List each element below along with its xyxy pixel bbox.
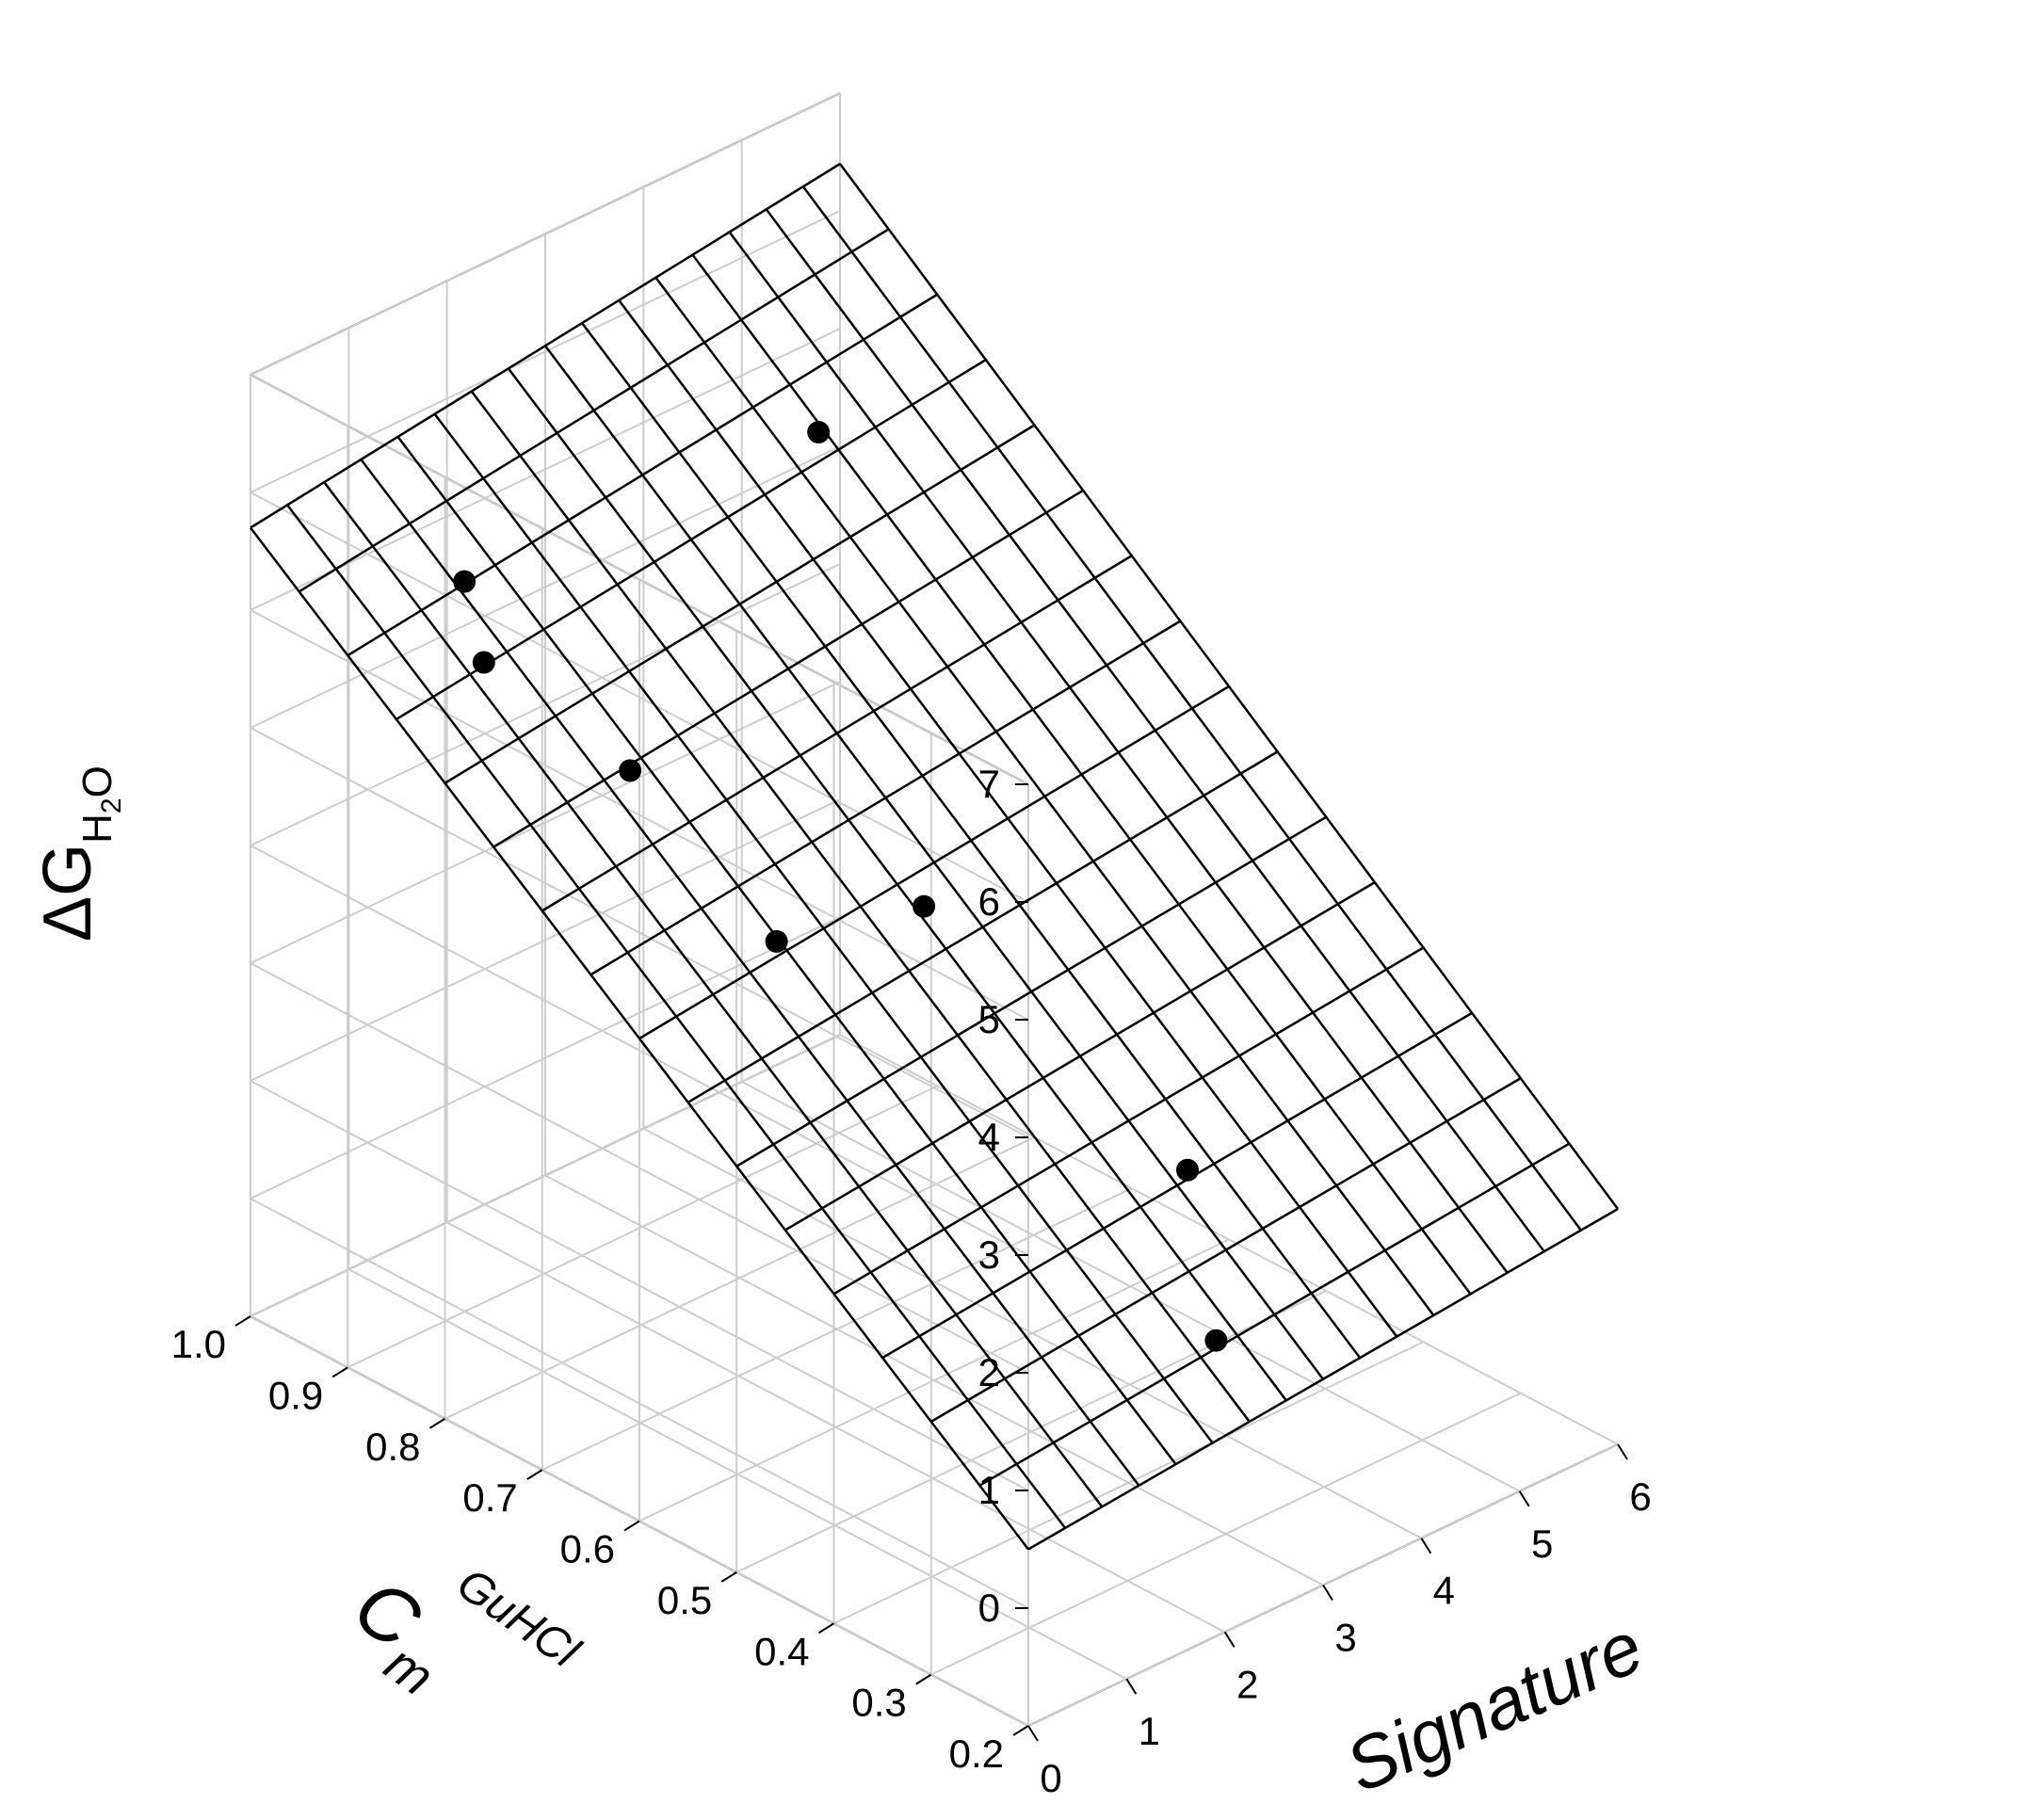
grid-line-floor-y <box>444 1135 1035 1420</box>
tick-labels: 0 1 2 3 4 5 6 7 0.2 0.3 0.4 0.5 0.6 0.7 0.8 0.9 1.0 0 1 2 3 4… <box>171 762 1652 1800</box>
y-tick-mark <box>331 1366 348 1378</box>
plane-mesh-line-y <box>638 685 1230 1040</box>
data-point <box>1175 1158 1199 1182</box>
data-point <box>913 894 936 918</box>
x-tick-mark <box>1223 1631 1236 1648</box>
y-tick-label: 0.8 <box>365 1425 420 1469</box>
data-points <box>453 421 1228 1352</box>
plane-mesh-line-y <box>881 1011 1473 1360</box>
grid-line-floor-y <box>833 1341 1424 1625</box>
y-tick-label: 1.0 <box>171 1322 226 1366</box>
y-tick-label: 0.4 <box>754 1629 809 1673</box>
gridlines <box>250 92 1619 1727</box>
y-tick-mark <box>526 1469 543 1480</box>
plane-mesh-line-y <box>493 489 1084 848</box>
fitted-plane-mesh <box>250 162 1620 1551</box>
z-tick-label: 5 <box>978 997 1000 1041</box>
grid-line-floor-y <box>541 1187 1133 1472</box>
y-tick-mark <box>817 1622 835 1635</box>
x-tick-mark <box>1322 1584 1333 1602</box>
z-tick-label: 7 <box>978 762 1000 806</box>
x-tick-label: 5 <box>1531 1522 1553 1566</box>
y-tick-label: 0.2 <box>949 1731 1004 1776</box>
plane-mesh-line-y <box>735 815 1327 1168</box>
x-tick-label: 3 <box>1334 1616 1356 1660</box>
x-tick-label: 1 <box>1139 1709 1160 1753</box>
plane-mesh-line-y <box>930 1077 1522 1423</box>
plane-mesh-line-y <box>686 750 1279 1103</box>
data-point <box>765 929 788 953</box>
plane-mesh-line-y <box>590 620 1182 976</box>
plane-mesh-line-y <box>541 555 1133 912</box>
plane-mesh-line-y <box>978 1142 1571 1487</box>
z-axis-title: ΔGH2O <box>30 765 127 942</box>
plane-mesh-line-y <box>347 293 938 657</box>
x-tick-mark <box>1420 1538 1432 1554</box>
data-point <box>1204 1329 1228 1352</box>
data-point <box>453 570 476 593</box>
grid-line-floor-y <box>638 1238 1230 1522</box>
plane-mesh-line-y <box>784 881 1376 1232</box>
y-tick-mark <box>623 1520 640 1532</box>
x-tick-mark <box>1617 1443 1628 1460</box>
x-axis-title: Signature <box>1333 1604 1655 1808</box>
svg-text:Cm: Cm <box>328 1561 472 1707</box>
plane-mesh-line-y <box>298 228 890 593</box>
z-tick-label: 0 <box>978 1586 1000 1630</box>
y-tick-mark <box>915 1673 932 1685</box>
plane-mesh-line-y <box>832 946 1425 1296</box>
z-axis-title-sub-2: 2 <box>96 797 127 813</box>
z-tick-label: 2 <box>978 1350 1000 1394</box>
tick-marks <box>234 783 1628 1742</box>
z-axis-title-sub-h: H <box>74 813 121 844</box>
svg-text:ΔGH2O: ΔGH2O <box>30 765 127 942</box>
grid-line-floor-y <box>250 1034 841 1317</box>
x-tick-label: 2 <box>1236 1662 1258 1706</box>
y-tick-label: 0.3 <box>851 1681 906 1725</box>
data-point <box>619 759 642 782</box>
y-tick-mark <box>720 1571 737 1583</box>
x-tick-label: 6 <box>1629 1474 1651 1519</box>
x-tick-label: 0 <box>1040 1756 1061 1800</box>
y-tick-mark <box>234 1315 251 1327</box>
y-tick-mark <box>428 1417 446 1429</box>
z-axis-title-sub-o: O <box>74 765 121 797</box>
y-tick-label: 0.6 <box>560 1527 615 1571</box>
x-tick-label: 4 <box>1433 1569 1455 1613</box>
y-tick-label: 0.7 <box>462 1475 517 1520</box>
y-axis-title: Cm GuHCl <box>328 1559 589 1707</box>
data-point <box>472 651 495 674</box>
y-axis-title-suffix: GuHCl <box>448 1559 589 1679</box>
z-tick-label: 6 <box>978 879 1000 924</box>
z-tick-label: 3 <box>978 1232 1000 1277</box>
grid-line-floor-y <box>930 1392 1522 1676</box>
y-tick-mark <box>1012 1725 1029 1736</box>
data-point <box>807 421 831 444</box>
y-tick-label: 0.5 <box>657 1578 712 1622</box>
z-tick-label: 1 <box>978 1468 1000 1512</box>
z-tick-label: 4 <box>978 1115 1000 1159</box>
y-tick-label: 0.9 <box>268 1373 323 1417</box>
x-tick-mark <box>1125 1678 1138 1695</box>
plane-mesh-line-y <box>250 162 841 529</box>
plane-mesh-line-y <box>444 424 1036 784</box>
z-axis-title-main: ΔG <box>30 844 105 942</box>
grid-line-floor-y <box>735 1289 1327 1573</box>
plane-mesh-line-y <box>1027 1207 1619 1551</box>
x-tick-mark <box>1027 1725 1039 1742</box>
x-tick-mark <box>1518 1490 1530 1507</box>
grid-line-floor-y <box>347 1085 938 1369</box>
